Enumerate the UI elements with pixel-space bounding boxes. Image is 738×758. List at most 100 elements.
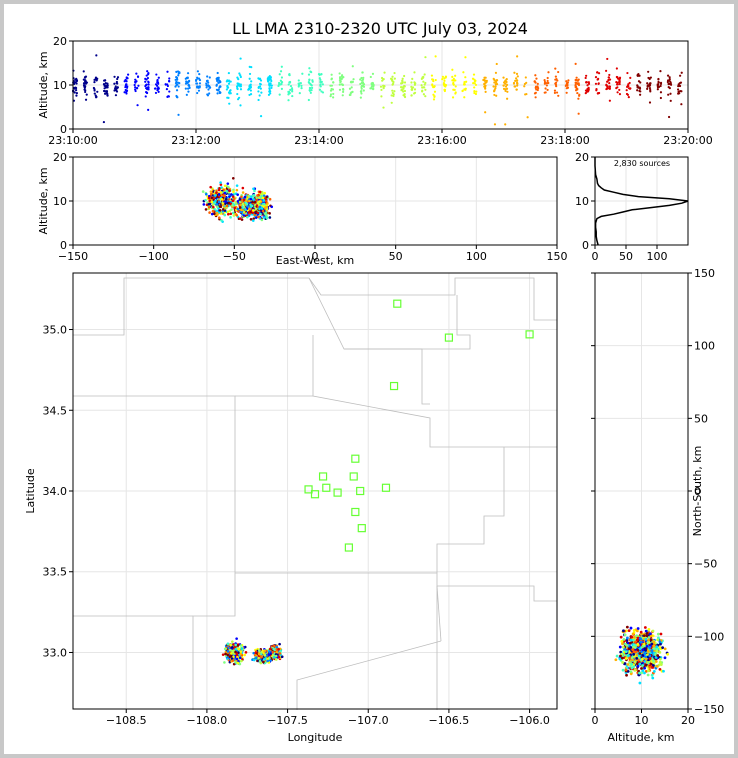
north-south-source	[648, 665, 652, 669]
time-height-source	[433, 95, 436, 98]
time-height-source	[505, 83, 509, 86]
time-height-source	[338, 83, 341, 86]
east-west-source	[209, 185, 212, 189]
east-west-source	[222, 208, 225, 211]
north-south-source	[632, 652, 636, 656]
time-height-source	[278, 93, 281, 96]
time-height-source	[238, 72, 241, 75]
time-height-source	[146, 70, 149, 73]
north-south-source	[621, 645, 625, 649]
time-height-source	[147, 108, 150, 112]
time-height-source	[360, 87, 363, 90]
time-height-source	[577, 112, 580, 115]
time-height-source	[546, 76, 549, 80]
time-height-source	[494, 71, 498, 74]
time-height-source	[135, 72, 138, 75]
east-west-source	[268, 216, 272, 219]
time-height-source	[618, 92, 622, 96]
time-height-source	[198, 86, 201, 89]
time-height-source	[134, 81, 137, 84]
plan-view-source	[266, 659, 270, 663]
histogram-panel: 0 50 100 0 10 20 2,830 sources	[575, 151, 689, 263]
time-height-source	[502, 81, 506, 84]
time-height-source	[250, 80, 253, 83]
time-height-source	[95, 54, 98, 57]
time-height-source	[308, 67, 311, 70]
time-height-source	[433, 90, 437, 93]
east-west-source	[202, 203, 206, 206]
time-height-source	[319, 83, 322, 86]
plan-view-source	[262, 660, 265, 664]
time-height-source	[461, 89, 464, 93]
east-west-source	[224, 200, 228, 203]
time-height-source	[659, 96, 662, 100]
north-south-source	[625, 673, 628, 677]
time-height-source	[462, 71, 465, 74]
time-height-source	[176, 70, 180, 73]
east-west-source	[238, 217, 242, 220]
time-height-source	[297, 79, 300, 82]
time-height-source	[648, 87, 652, 90]
time-height-source	[268, 84, 271, 87]
time-height-source	[400, 89, 403, 92]
north-south-source	[636, 664, 640, 668]
time-height-source	[102, 83, 106, 86]
north-south-source	[645, 644, 649, 648]
time-height-source	[93, 92, 96, 95]
time-height-source	[226, 86, 230, 89]
time-height-source	[452, 82, 455, 85]
time-height-source	[96, 90, 99, 93]
time-height-source	[605, 69, 608, 72]
time-height-source	[638, 87, 642, 90]
plan-view-source	[240, 647, 244, 650]
east-west-source	[238, 198, 242, 201]
time-height-source	[515, 81, 519, 84]
north-south-source	[644, 629, 648, 633]
north-south-source	[621, 642, 624, 646]
time-height-source	[494, 80, 497, 83]
time-height-source	[332, 92, 335, 96]
plan-view-source	[266, 657, 269, 661]
east-west-source	[232, 190, 235, 194]
time-height-source	[424, 95, 427, 98]
time-height-source	[248, 77, 251, 80]
north-south-source	[663, 647, 667, 651]
north-south-source	[666, 652, 670, 656]
north-south-source	[656, 632, 660, 636]
time-height-source	[464, 76, 467, 79]
time-height-source	[534, 91, 537, 94]
time-height-source	[677, 90, 680, 93]
east-west-source	[268, 212, 271, 215]
time-height-source	[236, 87, 239, 91]
p4-ytick-label: 33.0	[43, 646, 68, 659]
time-height-source	[403, 81, 407, 84]
time-height-source	[106, 94, 109, 97]
north-south-source	[620, 639, 624, 643]
time-height-source	[543, 79, 546, 82]
time-height-source	[105, 90, 109, 93]
lma-station-marker	[525, 330, 534, 339]
time-height-source	[554, 82, 557, 85]
time-height-source	[267, 93, 271, 96]
time-height-source	[483, 85, 486, 88]
time-height-source	[207, 88, 210, 91]
east-west-source	[266, 202, 269, 205]
east-west-source	[214, 193, 217, 197]
time-height-source	[587, 81, 590, 84]
east-west-source	[218, 209, 222, 212]
east-west-source	[230, 193, 233, 196]
p1-xtick-label: 23:20:00	[663, 134, 712, 147]
time-height-source	[648, 83, 652, 87]
plan-view-source	[240, 659, 243, 663]
time-height-source	[585, 81, 588, 84]
time-height-source	[225, 80, 228, 83]
east-west-source	[253, 213, 256, 217]
time-height-source	[483, 78, 486, 81]
time-height-source	[608, 73, 611, 77]
north-south-source	[624, 650, 628, 654]
north-south-source	[659, 632, 663, 636]
north-south-source	[654, 656, 658, 659]
time-height-source	[84, 98, 88, 101]
east-west-source	[261, 209, 265, 213]
time-height-source	[330, 73, 333, 76]
